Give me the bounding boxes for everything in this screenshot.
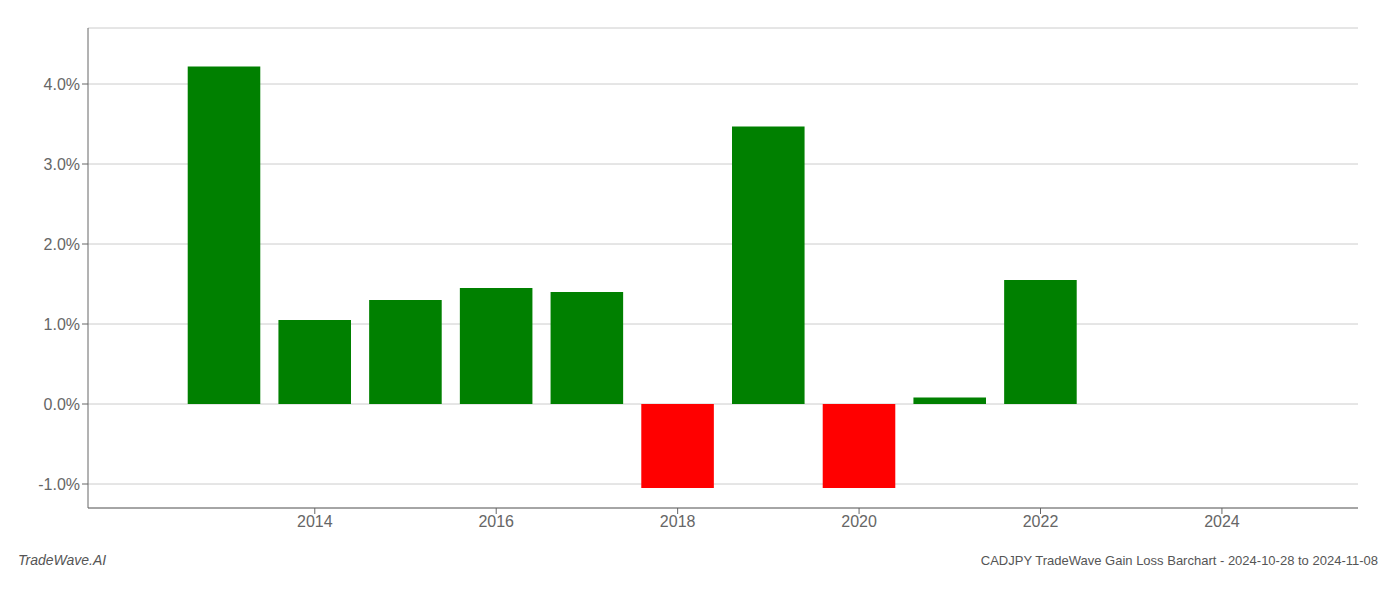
svg-text:3.0%: 3.0% (44, 156, 80, 173)
html-text:CADJPY TradeWave Gain Loss Bar: CADJPY TradeWave Gain Loss Barchart - 20… (980, 553, 1378, 568)
svg-text:1.0%: 1.0% (44, 316, 80, 333)
svg-text:2020: 2020 (841, 513, 877, 530)
svg-text:2014: 2014 (297, 513, 333, 530)
html-text:TradeWave.AI: TradeWave.AI (18, 552, 107, 568)
svg-text:2.0%: 2.0% (44, 236, 80, 253)
svg-text:4.0%: 4.0% (44, 76, 80, 93)
svg-text:2024: 2024 (1204, 513, 1240, 530)
svg-text:2016: 2016 (478, 513, 514, 530)
svg-text:0.0%: 0.0% (44, 396, 80, 413)
svg-text:2022: 2022 (1023, 513, 1059, 530)
svg-text:-1.0%: -1.0% (38, 476, 80, 493)
svg-text:2018: 2018 (660, 513, 696, 530)
